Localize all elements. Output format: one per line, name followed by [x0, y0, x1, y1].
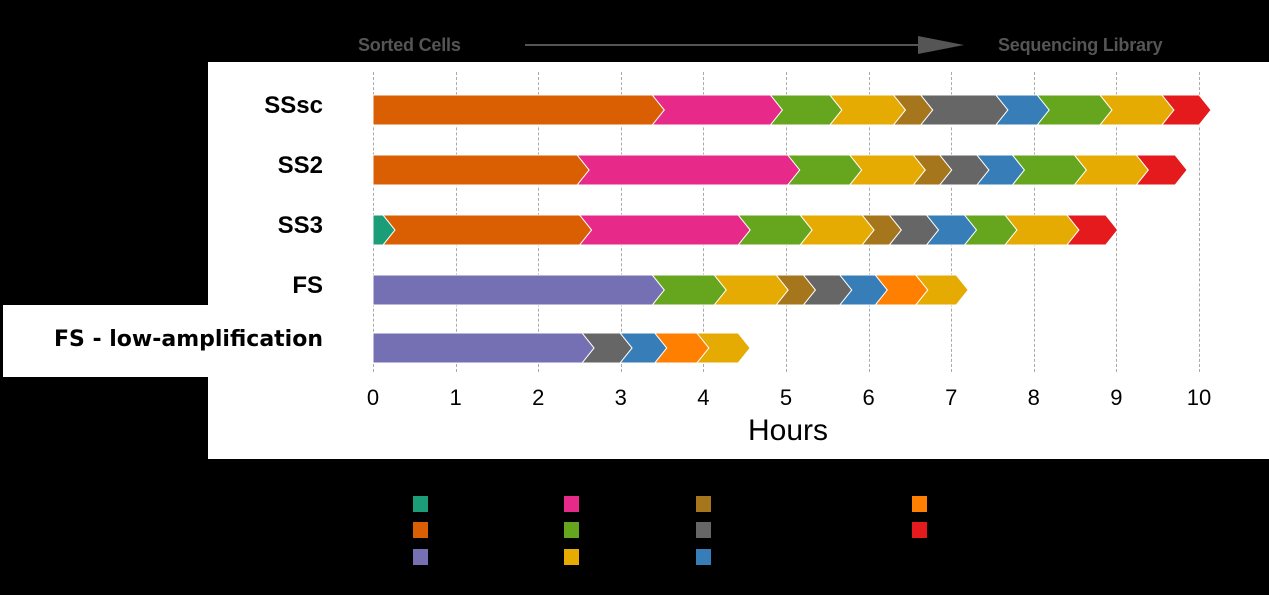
row-label-ss2: SS2	[277, 152, 323, 179]
x-tick-label: 8	[1027, 385, 1040, 410]
x-tick-label: 9	[1110, 385, 1123, 410]
gridline	[1116, 72, 1118, 372]
legend-swatch	[696, 549, 711, 565]
timeline-segment-dark_orange	[381, 214, 593, 246]
x-tick-label: 1	[449, 385, 462, 410]
timeline-segment-pink	[578, 214, 751, 246]
legend-swatch	[912, 522, 927, 538]
legend-swatch	[413, 522, 428, 538]
timeline-segment-dark_orange	[372, 154, 590, 186]
flow-end-label: Sequencing Library	[998, 35, 1163, 55]
timeline-segment-pink	[575, 154, 801, 186]
x-tick-label: 4	[697, 385, 710, 410]
lowamp-label-panel	[3, 305, 208, 377]
flow-start-label: Sorted Cells	[358, 35, 461, 55]
timeline-segment-teal	[372, 214, 396, 246]
flow-arrow-line	[525, 44, 945, 46]
x-tick-label: 0	[366, 385, 380, 410]
legend-swatch	[413, 549, 428, 565]
row-label-fs-low-amplification: FS - low-amplification	[53, 327, 323, 352]
timeline-segment-purple	[372, 332, 595, 364]
row-label-sssc: SSsc	[264, 92, 323, 119]
gridline	[1199, 72, 1200, 372]
legend-swatch	[413, 496, 428, 512]
timeline-segment-purple	[372, 274, 665, 306]
legend-swatch	[696, 522, 711, 538]
x-tick-label: 5	[779, 385, 793, 410]
legend-swatch	[564, 522, 579, 538]
legend-swatch	[912, 496, 927, 512]
legend-swatch	[696, 496, 711, 512]
x-tick-label: 6	[862, 385, 875, 410]
x-axis-title: Hours	[748, 414, 829, 447]
x-tick-label: 2	[532, 385, 545, 410]
legend-swatch	[564, 496, 579, 512]
row-label-fs: FS	[292, 272, 323, 299]
timeline-segment-gray	[919, 94, 1009, 126]
timeline-segment-pink	[651, 94, 783, 126]
x-tick-label: 10	[1186, 385, 1212, 410]
chart-panel	[208, 62, 1269, 459]
x-tick-label: 3	[614, 385, 627, 410]
row-label-ss3: SS3	[277, 212, 323, 239]
legend-swatch	[564, 549, 579, 565]
timeline-segment-dark_orange	[372, 94, 665, 126]
flow-arrow-head-icon	[918, 36, 964, 54]
x-tick-label: 7	[945, 385, 958, 410]
